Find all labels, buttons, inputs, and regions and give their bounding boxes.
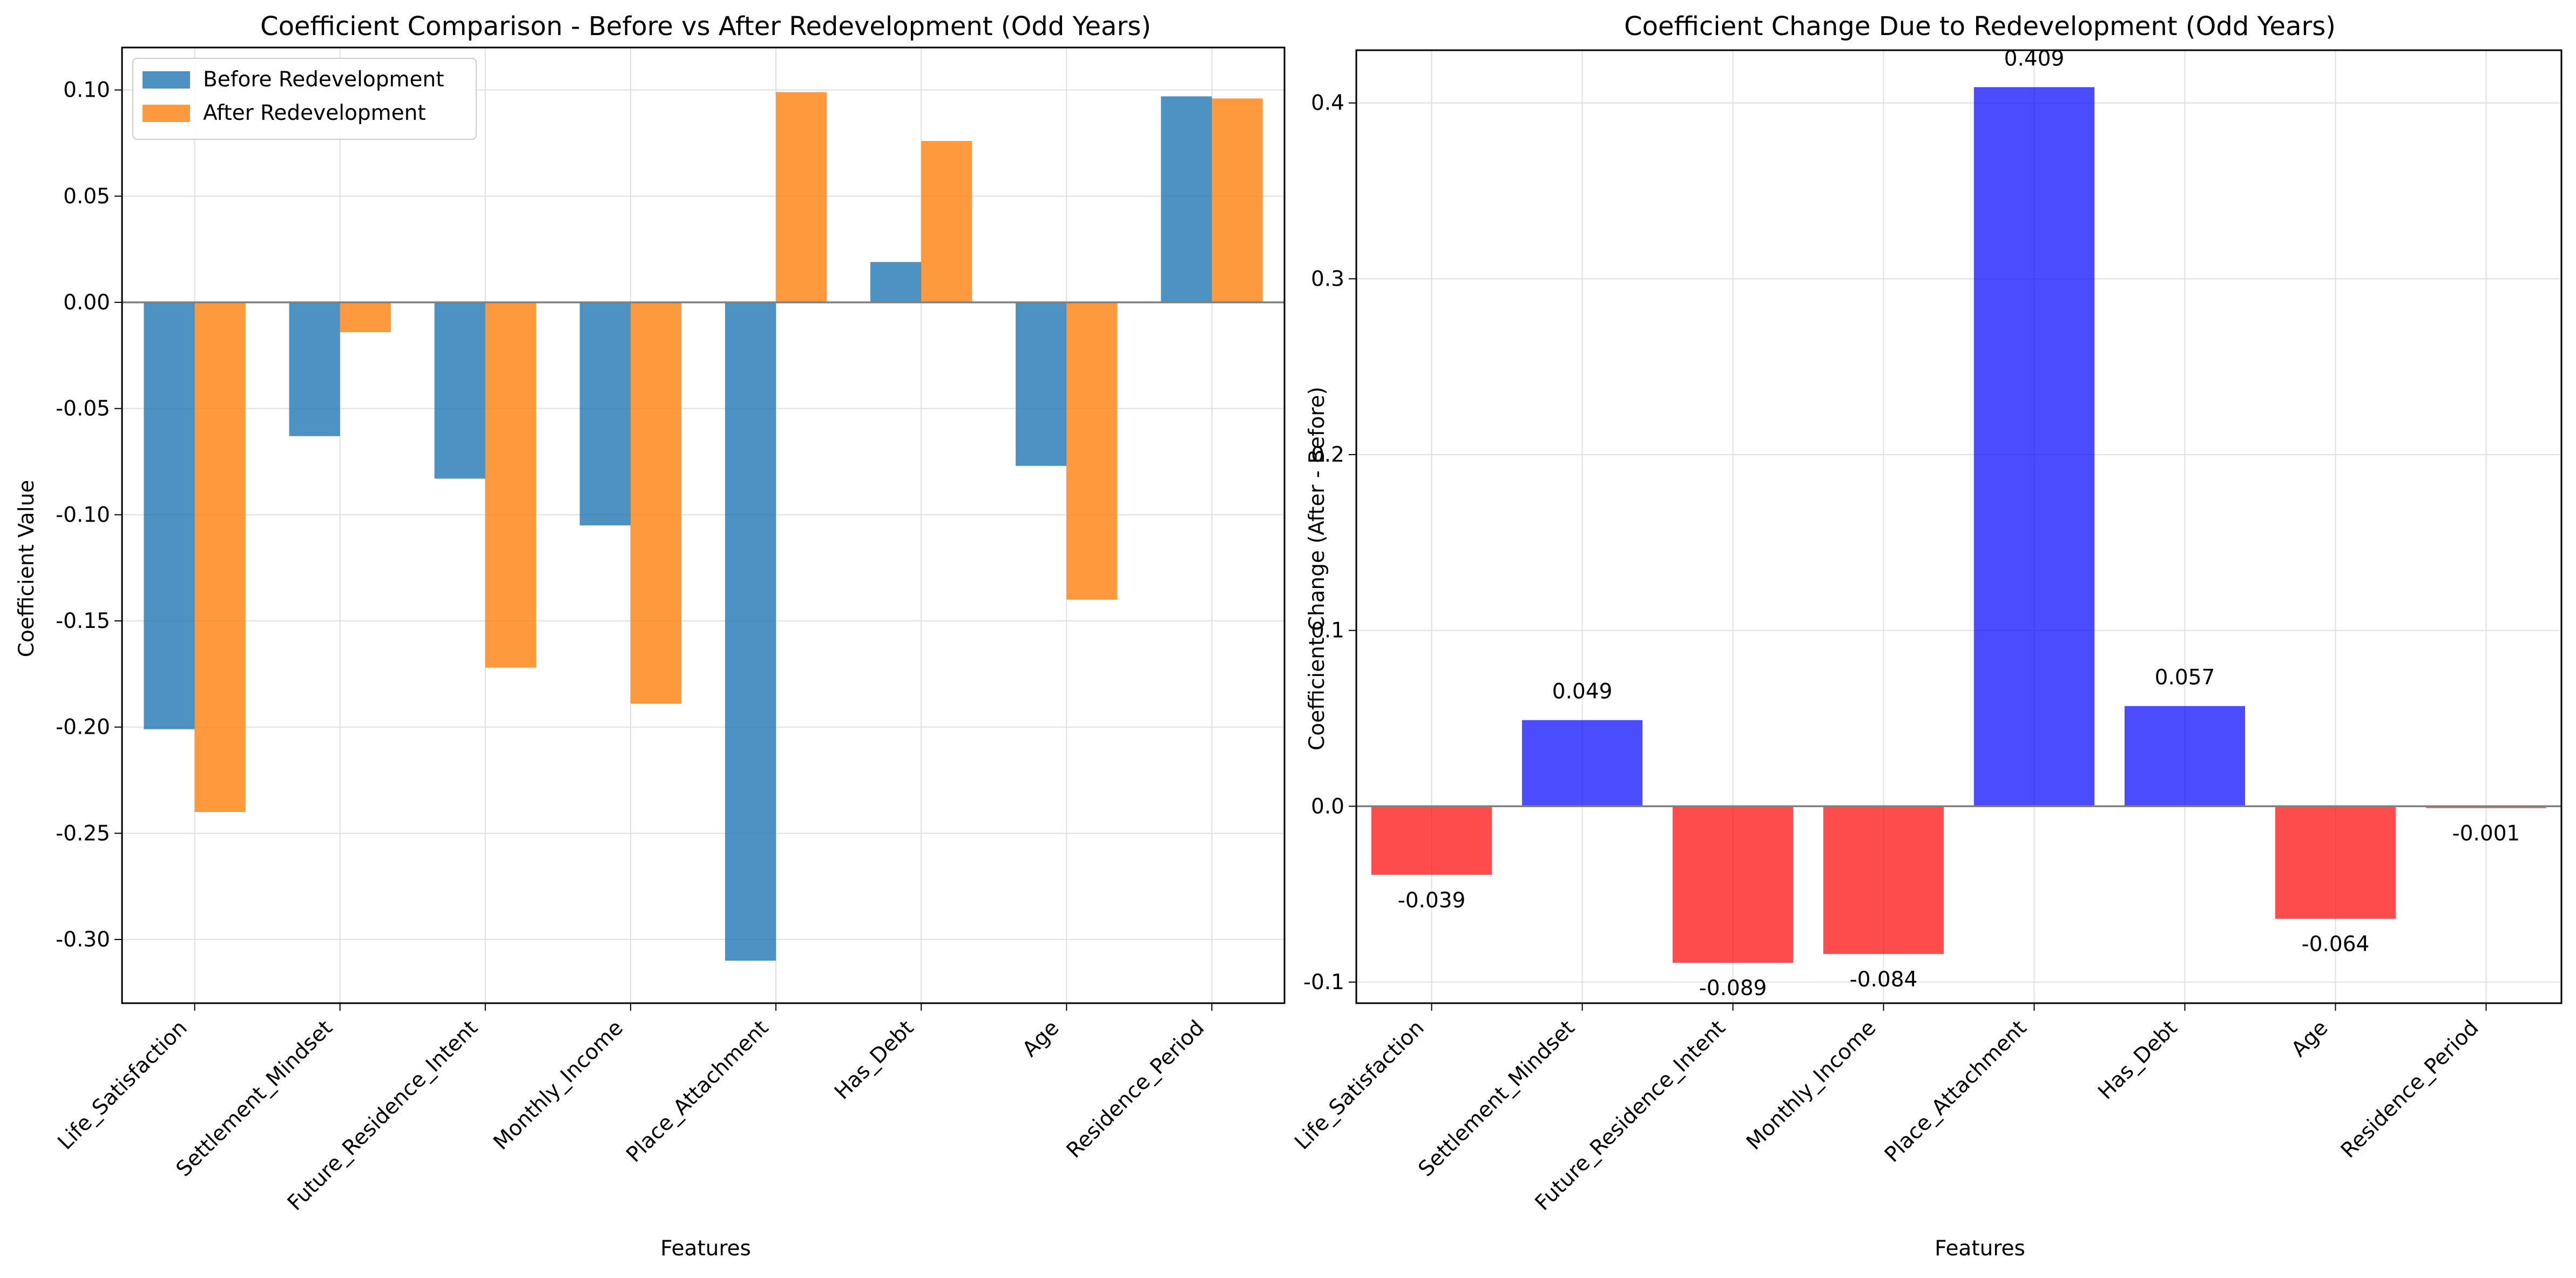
y-tick-label: 0.00	[63, 290, 110, 315]
legend-label: After Redevelopment	[203, 101, 426, 125]
y-tick-label: -0.25	[56, 821, 110, 846]
chart-title: Coefficient Change Due to Redevelopment …	[1624, 11, 2336, 42]
bar-after	[340, 302, 391, 333]
y-tick-label: -0.15	[56, 609, 110, 633]
bar-change	[1522, 720, 1643, 807]
bar-before	[725, 302, 776, 961]
bar-before	[289, 302, 340, 436]
bar-after	[630, 302, 682, 704]
bar-before	[1161, 96, 1212, 302]
data-label: 0.057	[2155, 666, 2215, 690]
y-axis-label: Coefficient Value	[15, 480, 39, 658]
y-tick-label: -0.05	[56, 397, 110, 421]
bar-before	[434, 302, 485, 479]
legend-box	[132, 58, 477, 140]
y-tick-label: 0.3	[1311, 267, 1344, 291]
y-tick-label: -0.20	[56, 715, 110, 740]
data-label: 0.049	[1552, 680, 1613, 704]
legend-label: Before Redevelopment	[203, 67, 444, 92]
bar-change	[1371, 806, 1492, 875]
legend-swatch	[143, 71, 190, 89]
y-tick-label: 0.10	[63, 78, 110, 103]
plot-frame	[121, 46, 1286, 1004]
y-tick-label: 0.1	[1311, 619, 1344, 643]
bar-change	[1672, 806, 1794, 963]
bar-after	[776, 92, 827, 302]
bar-after	[921, 141, 972, 302]
y-tick-label: -0.10	[56, 503, 110, 527]
bar-change	[1973, 87, 2095, 807]
x-axis-label: Features	[1935, 1236, 2025, 1261]
y-tick-label: 0.4	[1311, 91, 1344, 116]
plot-frame	[1355, 49, 2563, 1004]
bar-before	[579, 302, 631, 525]
chart-title: Coefficient Comparison - Before vs After…	[260, 11, 1151, 42]
bar-after	[1212, 98, 1263, 302]
bar-after	[194, 302, 246, 812]
bar-after	[1066, 302, 1118, 600]
bar-after	[485, 302, 537, 668]
y-tick-label: 0.0	[1311, 794, 1344, 819]
x-axis-label: Features	[660, 1236, 751, 1261]
data-label: -0.084	[1850, 968, 1918, 992]
bar-before	[1016, 302, 1067, 466]
y-axis-label: Coefficient Change (After - Before)	[1305, 387, 1329, 750]
coefficient-comparison-chart: Coefficient Comparison - Before vs After…	[15, 11, 1286, 1261]
y-tick-label: -0.30	[56, 928, 110, 952]
bar-before	[144, 302, 195, 729]
data-label: -0.001	[2452, 822, 2520, 846]
bar-change	[2124, 706, 2246, 807]
y-tick-label: -0.1	[1303, 970, 1344, 995]
bar-change	[2275, 806, 2396, 919]
y-tick-label: 0.2	[1311, 443, 1344, 467]
y-tick-label: 0.05	[63, 184, 110, 208]
data-label: -0.064	[2302, 932, 2370, 957]
bar-before	[870, 262, 922, 302]
data-label: -0.089	[1699, 976, 1767, 1000]
data-label: -0.039	[1398, 888, 1466, 912]
legend-swatch	[143, 105, 190, 122]
bar-change	[1823, 806, 1944, 954]
